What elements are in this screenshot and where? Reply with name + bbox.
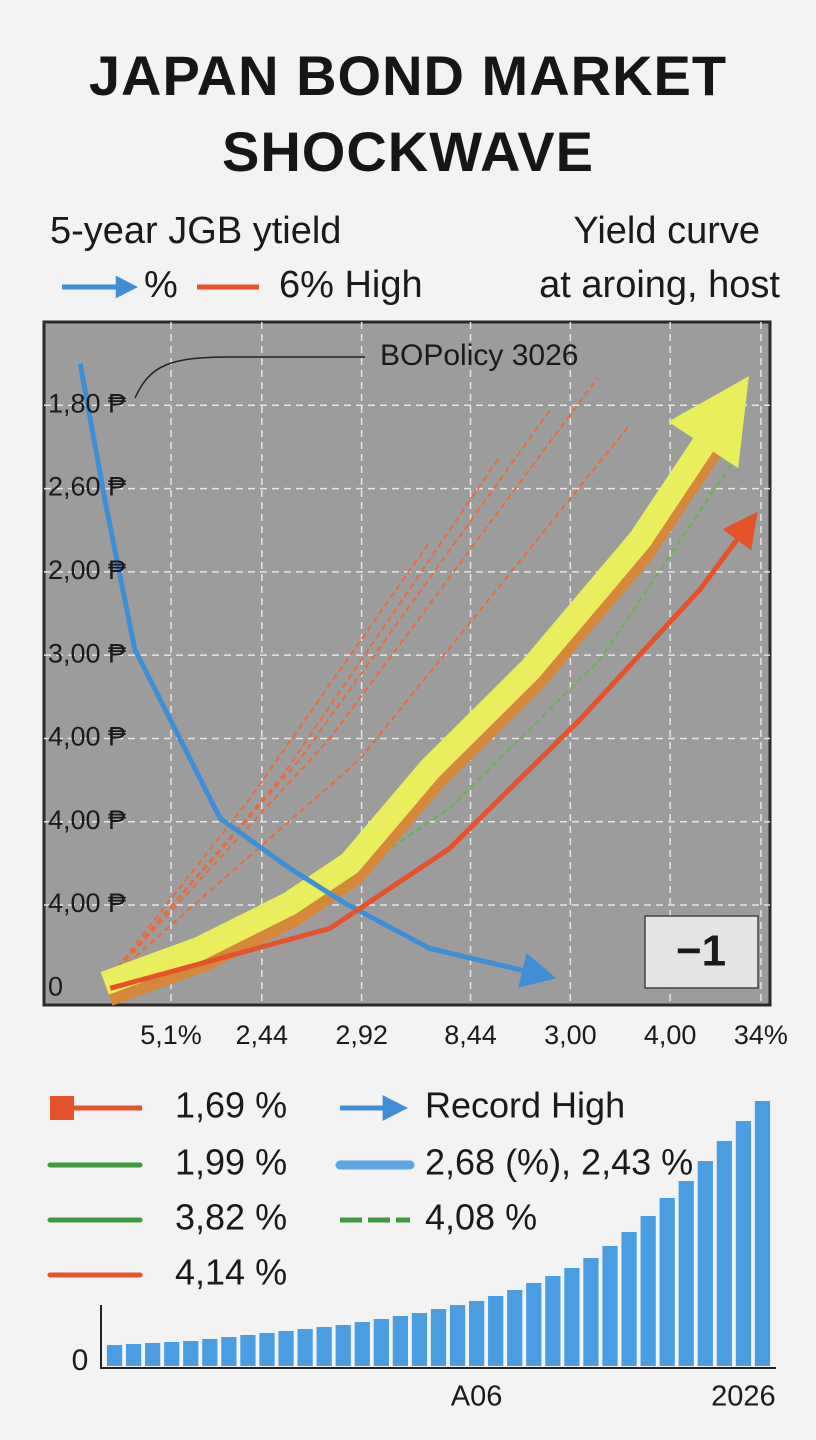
bar	[564, 1268, 580, 1366]
bar	[602, 1246, 618, 1366]
badge-label: −1	[676, 927, 726, 976]
bar	[354, 1322, 370, 1366]
bar	[335, 1325, 351, 1366]
annotation: BOPolicy 3026	[380, 339, 578, 372]
y-tick-label: 0	[72, 1344, 89, 1377]
x-tick-label: 2,44	[236, 1020, 289, 1050]
x-tick-label: 5,1%	[140, 1020, 202, 1050]
legend-label: 2,68 (%), 2,43 %	[425, 1142, 693, 1183]
bar	[297, 1329, 313, 1366]
x-tick-label: A06	[451, 1381, 503, 1413]
grid	[44, 322, 770, 1005]
bar	[735, 1121, 752, 1366]
series-line	[109, 527, 747, 991]
legend-label: 1,99 %	[175, 1142, 287, 1183]
plot-area	[42, 320, 772, 1007]
bar	[621, 1232, 637, 1366]
series-line	[104, 543, 429, 984]
series-line	[104, 423, 631, 985]
bar	[106, 1345, 123, 1366]
bar	[240, 1335, 256, 1366]
legend-label: 3,82 %	[175, 1197, 287, 1238]
bar	[640, 1216, 656, 1366]
x-tick-label: 3,00	[544, 1020, 597, 1050]
legend-title: 5-year JGB ytield	[50, 210, 341, 252]
series-line	[104, 408, 552, 984]
legend-label: 6% High	[279, 264, 423, 306]
series-line	[104, 377, 599, 984]
chart-title: JAPAN BOND MARKET SHOCKWAVE	[88, 44, 728, 183]
bar	[164, 1342, 180, 1366]
arrow-head	[668, 376, 749, 469]
bar	[468, 1301, 485, 1366]
arrow-head	[382, 1095, 408, 1121]
y-tick-label: 4,00 ₱	[48, 888, 126, 918]
legend-item: 1,69 %	[50, 1085, 287, 1126]
bar	[202, 1339, 218, 1366]
annotation-leader	[134, 356, 365, 399]
bar	[659, 1198, 675, 1366]
bar	[183, 1341, 199, 1366]
legend-item: 2,68 (%), 2,43 %	[335, 1142, 693, 1183]
legend-label: Record High	[425, 1085, 625, 1126]
bar	[278, 1331, 294, 1366]
bar	[449, 1305, 466, 1366]
x-tick-label: 8,44	[444, 1020, 497, 1050]
series-line	[77, 363, 536, 976]
bar	[583, 1258, 599, 1366]
y-tick-label: 4,00 ₱	[48, 805, 126, 835]
legend-item: 1,99 %	[47, 1142, 287, 1183]
bar	[259, 1333, 275, 1366]
bar	[392, 1316, 409, 1366]
y-tick-label: 0	[48, 971, 63, 1001]
bar	[545, 1276, 561, 1366]
bar	[697, 1161, 713, 1366]
marks	[77, 363, 758, 1006]
x-tick-label: 2,92	[335, 1020, 388, 1050]
legend-item: 4,08 %	[340, 1197, 537, 1238]
bar	[430, 1309, 447, 1366]
bar	[145, 1343, 161, 1366]
bar	[716, 1141, 732, 1366]
legend-label: %	[144, 264, 178, 306]
y-tick-label: 1,80 ₱	[48, 388, 126, 418]
bar	[411, 1313, 428, 1366]
legend-label: 4,14 %	[175, 1252, 287, 1293]
subtitle-right: Yield curve	[573, 210, 760, 252]
y-tick-label: 3,00 ₱	[48, 638, 126, 668]
arrow-head	[115, 275, 138, 299]
bar	[488, 1296, 504, 1366]
bar	[373, 1319, 389, 1366]
legend-label: 1,69 %	[175, 1085, 287, 1126]
subtitle-right: at aroing, host	[539, 264, 780, 306]
x-tick-label: 2026	[711, 1381, 776, 1413]
bar	[526, 1283, 542, 1366]
legend-item: 4,14 %	[47, 1252, 287, 1293]
bar	[678, 1181, 694, 1366]
y-tick-label: 2,00 ₱	[48, 555, 126, 585]
x-tick-label: 34%	[734, 1020, 788, 1050]
bar	[125, 1344, 142, 1366]
badge	[644, 915, 759, 989]
series-line	[100, 412, 731, 995]
bar	[754, 1101, 771, 1366]
arrow-head	[722, 511, 758, 551]
bar	[221, 1337, 237, 1366]
legend-item: Record High	[340, 1085, 625, 1126]
y-tick-label: 4,00 ₱	[48, 722, 126, 752]
bar	[507, 1290, 523, 1366]
legend-label: 4,08 %	[425, 1197, 537, 1238]
bar	[316, 1327, 332, 1366]
x-tick-label: 4,00	[644, 1020, 697, 1050]
arrow-head	[518, 953, 557, 988]
y-tick-label: 2,60 ₱	[48, 472, 126, 502]
legend-item: 3,82 %	[47, 1197, 287, 1238]
